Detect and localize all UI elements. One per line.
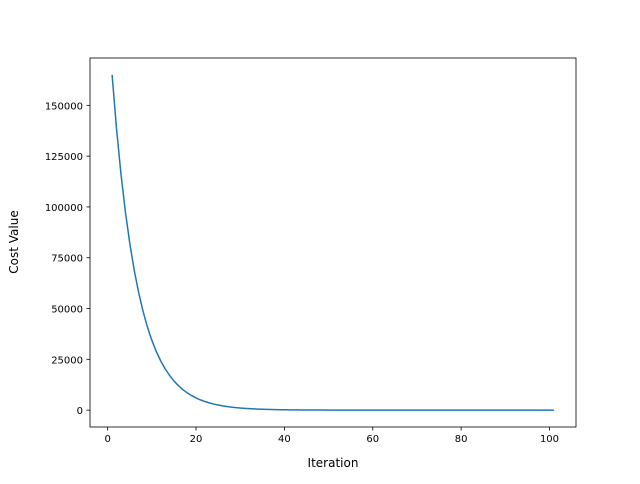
y-tick-label: 125000 [45,152,83,163]
y-tick-label: 25000 [51,355,83,366]
x-tick-label: 80 [455,434,468,445]
y-tick-label: 50000 [51,305,83,316]
x-tick-label: 40 [278,434,291,445]
x-tick-label: 0 [104,434,110,445]
series-line [111,74,554,411]
x-axis-label: Iteration [308,456,359,470]
y-tick-label: 100000 [45,203,83,214]
y-axis-label: Cost Value [7,210,21,273]
axes-frame [89,57,577,428]
y-tick-label: 75000 [51,254,83,265]
x-tick-label: 100 [540,434,559,445]
ticks: 0 20 40 60 80 100 0 25000 50000 75000 100000 125000… [45,101,559,445]
y-tick-label: 150000 [45,101,83,112]
y-tick-label: 0 [77,406,83,417]
x-tick-label: 60 [366,434,379,445]
x-tick-label: 20 [190,434,203,445]
